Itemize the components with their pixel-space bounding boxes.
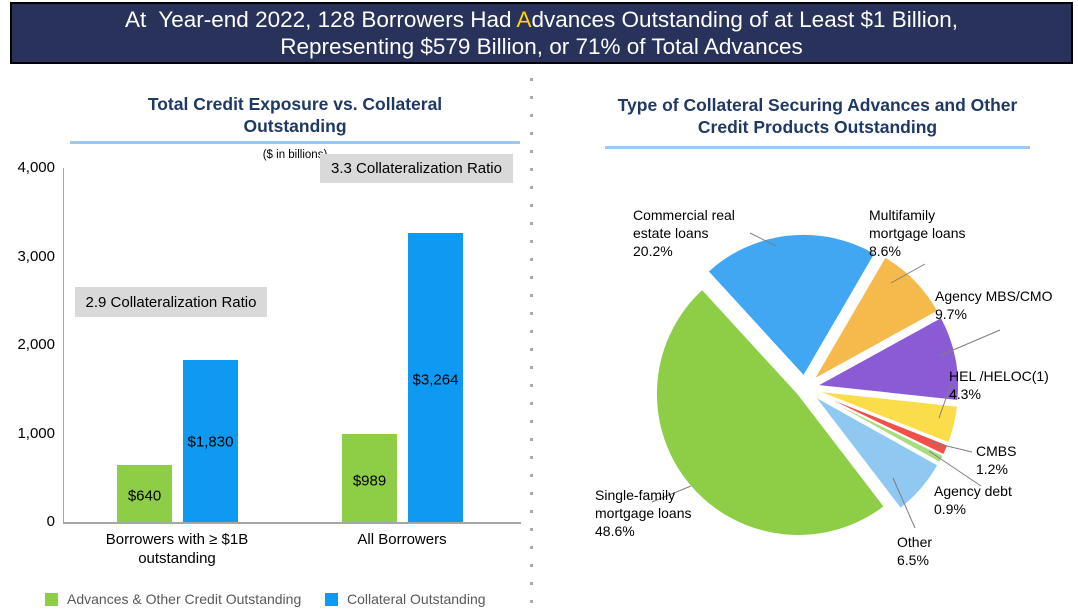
- bar-advances-0: [117, 465, 172, 522]
- y-axis-tick-label: 3,000: [17, 247, 55, 265]
- banner-line-2: Representing $579 Billion, or 71% of Tot…: [280, 34, 803, 59]
- pie-label-other: Other 6.5%: [897, 534, 933, 568]
- pie-label-agency-mbs-cmo: Agency MBS/CMO 9.7%: [935, 288, 1053, 322]
- pie-leader-line: [890, 263, 926, 284]
- banner-highlight-letter: A: [516, 7, 532, 32]
- bar-value-label: $640: [127, 487, 162, 505]
- pie-label-multifamily: Multifamily mortgage loans 8.6%: [869, 207, 966, 259]
- pie-label-commercial-real-estate: Commercial real estate loans 20.2%: [633, 207, 735, 259]
- banner-line1-post: dvances Outstanding of at Least $1 Billi…: [531, 7, 959, 32]
- pie-label-cmbs: CMBS 1.2%: [976, 443, 1017, 477]
- pie-chart-title-rule: [605, 146, 1030, 149]
- pie-leader-line: [749, 232, 777, 247]
- y-axis-tick-label: 4,000: [17, 159, 55, 176]
- y-axis-tick-label: 1,000: [17, 424, 55, 442]
- pie-label-single-family: Single-family mortgage loans 48.6%: [595, 487, 692, 539]
- pie-slice-hel-heloc-1: [816, 390, 959, 445]
- legend-item-collateral: Collateral Outstanding: [325, 591, 486, 607]
- banner-line-1: At Year-end 2022, 128 Borrowers Had Adva…: [125, 6, 958, 33]
- x-category-all-borrowers: All Borrowers: [357, 531, 447, 548]
- bar-value-label: $1,830: [187, 433, 234, 451]
- banner-line1-pre: At Year-end 2022, 128 Borrowers Had: [124, 7, 517, 32]
- bar-advances-1: [342, 434, 397, 522]
- legend-label-advances: Advances & Other Credit Outstanding: [67, 591, 302, 607]
- legend-swatch-collateral: [325, 592, 338, 606]
- bar-chart-title: Total Credit Exposure vs. Collateral Out…: [147, 94, 443, 136]
- pie-leader-line: [928, 450, 982, 487]
- pie-leader-line: [938, 329, 1001, 357]
- bar-collateral-1: [408, 233, 463, 522]
- y-axis-tick-label: 2,000: [17, 336, 55, 353]
- title-banner: At Year-end 2022, 128 Borrowers Had Adva…: [10, 2, 1073, 64]
- x-category-borrowers-1b: Borrowers with ≥ $1B outstanding: [105, 531, 249, 567]
- bar-value-label: $3,264: [412, 371, 459, 389]
- pie-slice-cmbs: [815, 392, 949, 456]
- legend-label-collateral: Collateral Outstanding: [347, 591, 486, 607]
- panel-divider-dotted-line: [530, 78, 533, 609]
- pie-chart-title: Type of Collateral Securing Advances and…: [617, 95, 1018, 137]
- legend-item-advances: Advances & Other Credit Outstanding: [45, 591, 301, 607]
- pie-slice-commercial-real-estate-loans: [706, 233, 877, 378]
- bar-collateral-0: [183, 360, 238, 522]
- pie-label-agency-debt: Agency debt 0.9%: [934, 483, 1012, 517]
- pie-leader-line: [929, 441, 973, 453]
- pie-slice-agency-mbs-cmo: [814, 316, 960, 402]
- pie-leader-line: [892, 477, 916, 529]
- bar-chart-plot-area: $640 $1,830 $989 $3,264: [63, 168, 521, 524]
- y-axis-tick-label: 0: [46, 513, 55, 530]
- pie-leader-line: [938, 383, 952, 419]
- pie-slice-multifamily-mortgage-loans: [811, 255, 940, 382]
- pie-slice-single-family-mortgage-loans: [655, 288, 886, 537]
- annotation-ratio-3-3: 3.3 Collateralization Ratio: [320, 154, 513, 183]
- bar-value-label: $989: [352, 472, 387, 490]
- pie-chart: [651, 232, 1001, 537]
- pie-leader-line: [651, 485, 692, 503]
- pie-slice-other: [813, 395, 940, 510]
- pie-label-hel-heloc: HEL /HELOC(1) 4.3%: [949, 368, 1049, 402]
- annotation-ratio-2-9: 2.9 Collateralization Ratio: [75, 287, 267, 317]
- legend-swatch-advances: [45, 592, 58, 606]
- bar-chart-title-rule: [70, 141, 520, 144]
- units-note: ($ in billions): [262, 149, 328, 161]
